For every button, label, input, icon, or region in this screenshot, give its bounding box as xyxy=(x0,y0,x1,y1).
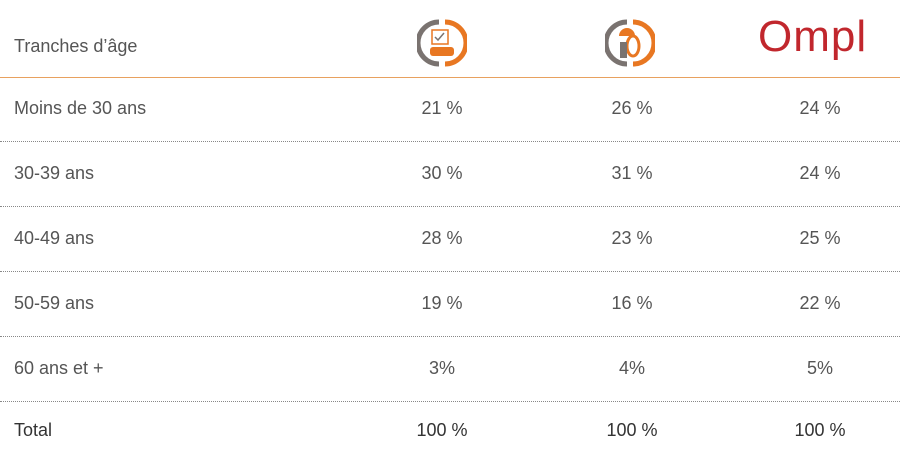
row-value: 24 % xyxy=(799,163,841,183)
row-separator xyxy=(0,271,900,272)
total-label: Total xyxy=(14,420,53,440)
total-value: 100 % xyxy=(794,420,846,440)
row-label: 50-59 ans xyxy=(14,293,95,313)
row-value: 31 % xyxy=(611,163,653,183)
row-value: 22 % xyxy=(799,293,841,313)
row-label: 60 ans et + xyxy=(14,358,104,378)
row-separator xyxy=(0,336,900,337)
row-value: 4% xyxy=(618,358,646,378)
logo-text: Ompl xyxy=(758,12,868,61)
total-value: 100 % xyxy=(416,420,468,440)
logo-1 xyxy=(417,19,467,67)
row-separator xyxy=(0,401,900,402)
row-value: 23 % xyxy=(611,228,653,248)
row-value: 5% xyxy=(806,358,834,378)
row-value: 26 % xyxy=(611,98,653,118)
row-value: 24 % xyxy=(799,98,841,118)
row-separator xyxy=(0,206,900,207)
row-label: 30-39 ans xyxy=(14,163,95,183)
row-value: 28 % xyxy=(421,228,463,248)
logo-2 xyxy=(605,19,655,67)
row-value: 3% xyxy=(428,358,456,378)
row-label: 40-49 ans xyxy=(14,228,95,248)
header-label: Tranches d’âge xyxy=(14,36,138,56)
row-separator xyxy=(0,141,900,142)
row-value: 30 % xyxy=(421,163,463,183)
row-value: 16 % xyxy=(611,293,653,313)
row-value: 21 % xyxy=(421,98,463,118)
row-value: 25 % xyxy=(799,228,841,248)
row-value: 19 % xyxy=(421,293,463,313)
total-value: 100 % xyxy=(606,420,658,440)
row-label: Moins de 30 ans xyxy=(14,98,147,118)
header-rule xyxy=(0,77,900,78)
